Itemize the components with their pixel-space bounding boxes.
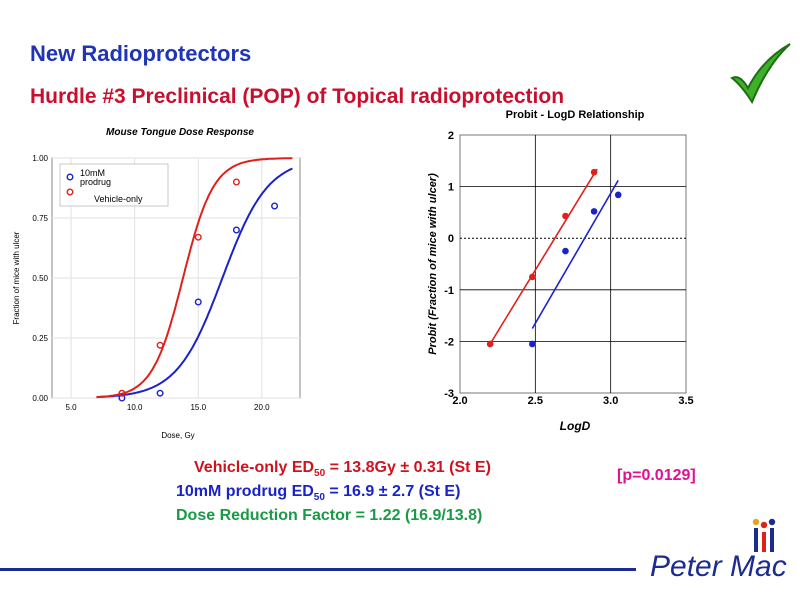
vehicle-probit-point [562, 212, 569, 220]
prodrug-data-point [118, 394, 126, 402]
checkmark-icon [730, 43, 791, 105]
vehicle-ed50-result: Vehicle-only ED50 = 13.8Gy ± 0.31 (St E) [194, 459, 491, 479]
page-title: New Radioprotectors [30, 41, 252, 66]
chart1-ytick-label: 1.00 [32, 154, 48, 163]
vehicle-probit-fit-line [489, 168, 598, 345]
vehicle-ed50-subscript: 50 [314, 468, 326, 480]
chart1-legend: 10mM prodrug Vehicle-only [59, 163, 169, 207]
prodrug-probit-point [614, 191, 622, 199]
page-subtitle: Hurdle #3 Preclinical (POP) of Topical r… [30, 85, 565, 108]
vehicle-data-point [156, 341, 164, 349]
chart2-ytick-label: 0 [448, 233, 454, 245]
prodrug-ed50-result: 10mM prodrug ED50 = 16.9 ± 2.7 (St E) [176, 483, 460, 503]
chart2-xtick-label: 2.5 [528, 395, 543, 407]
dose-reduction-factor: Dose Reduction Factor = 1.22 (16.9/13.8) [176, 507, 483, 524]
chart1-ytick-label: 0.75 [32, 214, 48, 223]
chart1-xtick-label: 5.0 [66, 403, 78, 412]
chart2-ylabel: Probit (Fraction of mice with ulcer) [427, 173, 439, 355]
chart2-ticks: 2.0 2.5 3.0 3.5 -3 -2 -1 0 1 2 [444, 130, 693, 407]
prodrug-data-point [232, 226, 240, 234]
vehicle-fit-curve [96, 157, 293, 399]
chart1-xtick-label: 15.0 [190, 403, 206, 412]
vehicle-data-point [118, 389, 126, 397]
chart2-title: Probit - LogD Relationship [506, 109, 645, 121]
chart1-ytick-label: 0.00 [32, 394, 48, 403]
chart1-xtick-label: 10.0 [127, 403, 143, 412]
vehicle-ed50-label: Vehicle-only ED [194, 459, 315, 476]
legend-prodrug-marker [66, 173, 74, 181]
prodrug-data-point [194, 298, 202, 306]
logo-bar-2 [762, 532, 766, 552]
peter-mac-logo: Peter Mac [650, 518, 787, 583]
vehicle-data-point [232, 178, 240, 186]
prodrug-probit-point [590, 208, 598, 215]
vehicle-probit-point [486, 340, 494, 348]
probit-logd-chart: Probit - LogD Relationship 2.0 2.5 3.0 3.5 -… [427, 109, 694, 433]
chart2-plot-frame [459, 134, 687, 394]
chart2-gridlines [460, 135, 686, 393]
vehicle-data-point [194, 233, 202, 241]
prodrug-probit-fit-line [531, 180, 619, 329]
chart2-ytick-label: 2 [448, 130, 454, 142]
logo-dot-1 [752, 518, 760, 526]
chart1-ticks: 5.0 10.0 15.0 20.0 0.00 0.25 0.50 0.75 1.00 [32, 154, 270, 412]
legend-prodrug-label-line2: prodrug [80, 177, 111, 187]
prodrug-data-point [156, 389, 164, 397]
vehicle-probit-point [590, 168, 598, 176]
chart2-xtick-label: 3.5 [678, 395, 693, 407]
chart2-xtick-label: 3.0 [603, 395, 618, 407]
chart1-xlabel: Dose, Gy [161, 431, 194, 440]
chart2-ytick-label: 1 [448, 182, 454, 194]
logo-dot-2 [760, 521, 768, 529]
chart1-gridlines [52, 157, 300, 399]
dose-response-chart: Mouse Tongue Dose Response 5.0 10.0 15.0 20… [12, 127, 301, 440]
legend-prodrug-label-line1: 10mM [80, 168, 105, 178]
logo-dot-3 [768, 518, 776, 526]
chart2-ytick-label: -3 [444, 388, 454, 400]
footer-divider [0, 568, 636, 571]
prodrug-ed50-subscript: 50 [313, 492, 325, 504]
logo-wordmark: Peter Mac [650, 550, 787, 583]
logo-bar-1 [754, 528, 758, 552]
legend-vehicle-marker [66, 188, 74, 196]
prodrug-data-point [271, 202, 279, 210]
prodrug-probit-point [562, 247, 569, 255]
chart1-xtick-label: 20.0 [254, 403, 270, 412]
legend-vehicle-label: Vehicle-only [94, 194, 143, 204]
chart1-ylabel: Fraction of mice with ulcer [12, 231, 21, 324]
logo-bar-3 [770, 528, 774, 552]
chart2-ytick-label: -2 [444, 336, 454, 348]
prodrug-ed50-label: 10mM prodrug ED [176, 483, 314, 500]
chart2-xlabel: LogD [560, 419, 591, 433]
chart1-ytick-label: 0.50 [32, 274, 48, 283]
chart1-points [118, 178, 279, 402]
prodrug-fit-curve [96, 167, 293, 399]
prodrug-probit-point [529, 340, 536, 348]
p-value: [p=0.0129] [617, 467, 696, 484]
prodrug-ed50-value: = 16.9 ± 2.7 (St E) [324, 483, 461, 500]
chart2-xtick-label: 2.0 [452, 395, 467, 407]
chart2-ytick-label: -1 [444, 285, 454, 297]
chart1-ytick-label: 0.25 [32, 334, 48, 343]
chart1-title: Mouse Tongue Dose Response [106, 127, 254, 138]
legend-box [59, 163, 169, 207]
chart2-points [486, 168, 622, 348]
vehicle-ed50-value: = 13.8Gy ± 0.31 (St E) [325, 459, 491, 476]
vehicle-probit-point [529, 273, 536, 281]
